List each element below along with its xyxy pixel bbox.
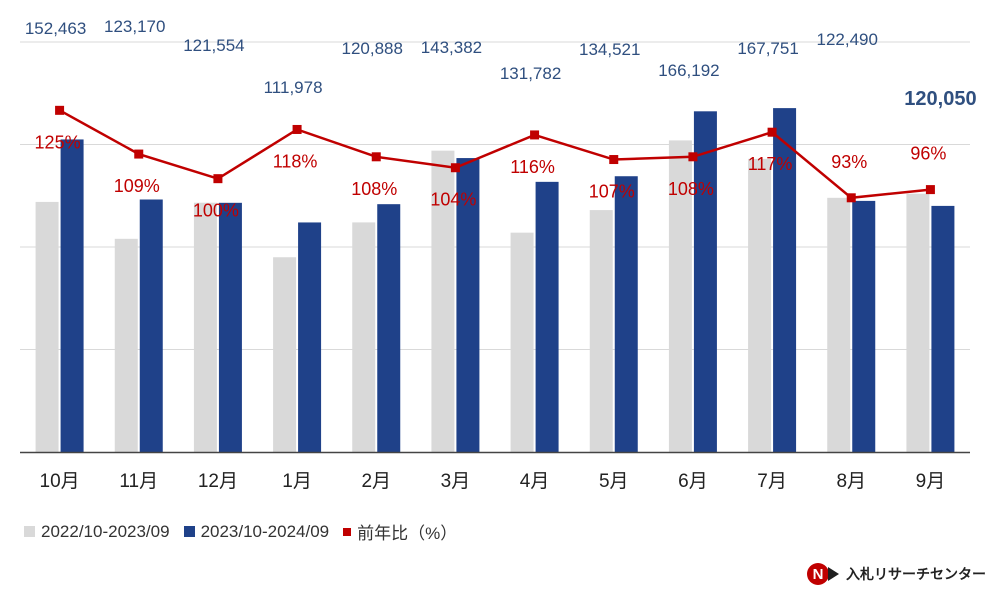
legend: 2022/10-2023/09 2023/10-2024/09 前年比（%） [24, 519, 457, 544]
bar-curr-4 [298, 222, 322, 452]
data-labels: 125% 109% 100% 118% 108% 104% 116% 107% 108% 117%… [25, 17, 977, 221]
bar-prev-1 [35, 201, 59, 452]
bar-value-label-1: 152,463 [25, 19, 86, 38]
ratio-point-5 [371, 152, 381, 162]
ratio-label-8: 107% [589, 182, 635, 202]
bar-prev-6 [431, 150, 455, 452]
ratio-label-4: 118% [273, 151, 318, 171]
x-tick-label: 6月 [678, 471, 708, 492]
bar-curr-10 [773, 108, 797, 453]
x-axis: 10月 11月 12月 1月 2月 3月 4月 5月 6月 7月 8月 9月 [20, 451, 970, 492]
ratio-label-6: 104% [430, 190, 476, 210]
x-tick-label: 3月 [441, 471, 471, 492]
legend-item-curr: 2023/10-2024/09 [183, 521, 330, 542]
bar-value-label-9: 166,192 [658, 61, 719, 80]
ratio-label-10: 117% [748, 154, 793, 174]
ratio-label-5: 108% [351, 179, 397, 199]
x-tick-label: 5月 [599, 471, 629, 492]
bar-value-label-5: 120,888 [342, 39, 403, 58]
ratio-point-3 [213, 174, 223, 184]
ratio-label-9: 108% [668, 179, 714, 199]
bar-curr-8 [614, 176, 638, 453]
ratio-point-12 [925, 185, 935, 195]
bar-value-label-11: 122,490 [817, 30, 878, 49]
ratio-point-9 [688, 152, 698, 162]
bar-curr-7 [535, 181, 559, 452]
bar-prev-5 [352, 222, 376, 452]
ratio-label-7: 116% [510, 157, 555, 177]
bar-prev-7 [510, 232, 534, 452]
ratio-point-4 [292, 124, 302, 134]
bar-value-label-8: 134,521 [579, 40, 640, 59]
legend-swatch-ratio [343, 527, 352, 536]
ratio-point-10 [767, 127, 777, 137]
bar-value-label-6: 143,382 [421, 38, 482, 57]
legend-label-ratio: 前年比（%） [357, 524, 458, 543]
bar-prev-4 [273, 257, 297, 452]
ratio-polyline [58, 109, 931, 200]
ratio-point-1 [55, 105, 65, 115]
bars [35, 108, 955, 453]
legend-label-prev: 2022/10-2023/09 [41, 521, 170, 541]
gridlines [20, 41, 970, 350]
x-tick-label: 10月 [40, 471, 80, 492]
x-tick-label: 7月 [757, 471, 787, 492]
x-tick-label: 2月 [361, 471, 391, 492]
bar-value-label-4: 111,978 [264, 78, 323, 97]
bar-prev-10 [748, 158, 772, 452]
bar-value-label-3: 121,554 [183, 36, 244, 55]
svg-text:N: N [813, 566, 824, 583]
legend-swatch-prev [24, 526, 35, 537]
ratio-label-11: 93% [831, 152, 867, 172]
legend-item-ratio: 前年比（%） [343, 519, 457, 544]
ratio-point-7 [530, 130, 540, 140]
bar-curr-6 [456, 158, 480, 452]
bar-value-label-10: 167,751 [737, 39, 798, 58]
ratio-label-3: 100% [193, 201, 239, 221]
bar-curr-9 [693, 111, 717, 452]
ratio-label-12: 96% [910, 144, 946, 164]
ratio-label-1: 125% [35, 132, 81, 152]
bar-value-label-2: 123,170 [104, 17, 165, 36]
ratio-point-11 [846, 193, 856, 203]
bar-prev-9 [668, 140, 692, 452]
bar-curr-1 [60, 139, 84, 452]
brand-logo-text: 入札リサーチセンター [846, 566, 986, 582]
x-tick-label: 9月 [916, 471, 946, 492]
x-tick-label: 11月 [119, 471, 158, 492]
x-tick-label: 8月 [836, 471, 866, 492]
brand-logo: N 入札リサーチセンター [806, 562, 986, 586]
bar-prev-8 [589, 210, 613, 452]
bar-curr-2 [139, 199, 163, 452]
bar-prev-11 [827, 197, 851, 452]
ratio-line [55, 105, 935, 203]
bar-curr-5 [377, 204, 401, 452]
bar-curr-11 [852, 200, 876, 452]
ratio-point-8 [609, 155, 619, 165]
legend-swatch-curr [183, 526, 195, 537]
bar-prev-2 [114, 238, 138, 452]
x-tick-label: 4月 [520, 471, 550, 492]
x-tick-label: 1月 [282, 471, 312, 492]
bar-curr-12 [931, 205, 955, 452]
brand-logo-icon: N [807, 563, 839, 585]
legend-label-curr: 2023/10-2024/09 [200, 521, 330, 541]
bar-value-label-7: 131,782 [500, 64, 561, 83]
ratio-label-2: 109% [114, 176, 160, 196]
bar-prev-12 [906, 193, 930, 452]
legend-item-prev: 2022/10-2023/09 [24, 522, 170, 542]
bar-curr-3 [218, 202, 242, 452]
bar-prev-3 [193, 202, 217, 452]
ratio-point-2 [134, 149, 144, 159]
x-tick-label: 12月 [198, 471, 238, 492]
bar-value-label-12: 120,050 [904, 88, 976, 110]
ratio-point-6 [450, 163, 460, 173]
